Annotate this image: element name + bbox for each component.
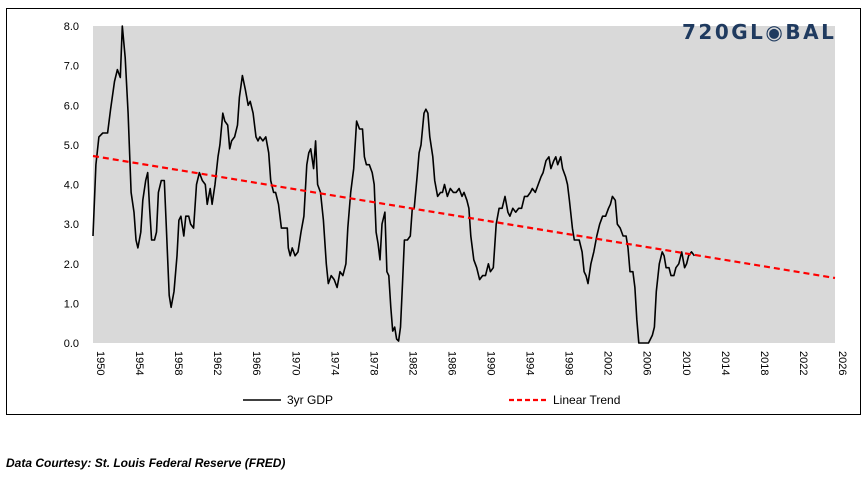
y-tick-label: 8.0 bbox=[64, 21, 79, 33]
y-tick-label: 0.0 bbox=[64, 338, 79, 350]
x-tick-label: 2026 bbox=[836, 351, 848, 375]
legend-label: 3yr GDP bbox=[287, 393, 333, 407]
x-tick-label: 1970 bbox=[289, 351, 301, 375]
y-tick-label: 7.0 bbox=[64, 61, 79, 73]
x-tick-label: 1978 bbox=[367, 351, 379, 375]
x-tick-label: 2018 bbox=[758, 351, 770, 375]
brand-logo: 720GL◉BAL bbox=[682, 20, 837, 44]
gdp-chart: 0.0 1.0 2.0 3.0 4.0 5.0 6.0 7.0 8.0 1950 1954 1958… bbox=[64, 21, 848, 407]
y-tick-label: 3.0 bbox=[64, 219, 79, 231]
x-tick-label: 1986 bbox=[445, 351, 457, 375]
x-tick-label: 1958 bbox=[172, 351, 184, 375]
x-tick-label: 1966 bbox=[250, 351, 262, 375]
y-tick-label: 6.0 bbox=[64, 100, 79, 112]
x-tick-label: 2006 bbox=[641, 351, 653, 375]
series-layer bbox=[92, 25, 836, 344]
x-tick-label: 1974 bbox=[328, 351, 340, 375]
x-tick-label: 2010 bbox=[680, 351, 692, 375]
x-tick-label: 1982 bbox=[406, 351, 418, 375]
y-tick-label: 2.0 bbox=[64, 259, 79, 271]
x-tick-label: 1950 bbox=[94, 351, 106, 375]
x-tick-label: 1998 bbox=[563, 351, 575, 375]
chart-frame: 0.0 1.0 2.0 3.0 4.0 5.0 6.0 7.0 8.0 1950 1954 1958… bbox=[6, 8, 861, 415]
source-note: Data Courtesy: St. Louis Federal Reserve… bbox=[6, 456, 286, 470]
x-axis-ticks: 1950 1954 1958 1962 1966 1970 1974 1978 1982 1986… bbox=[94, 351, 848, 375]
series-line bbox=[92, 25, 696, 344]
y-tick-label: 4.0 bbox=[64, 180, 79, 192]
y-tick-label: 1.0 bbox=[64, 298, 79, 310]
x-tick-label: 2014 bbox=[719, 351, 731, 375]
x-tick-label: 2002 bbox=[602, 351, 614, 375]
y-axis-ticks: 0.0 1.0 2.0 3.0 4.0 5.0 6.0 7.0 8.0 bbox=[64, 21, 79, 350]
legend: 3yr GDP Linear Trend bbox=[243, 393, 620, 407]
x-tick-label: 1990 bbox=[485, 351, 497, 375]
x-tick-label: 2022 bbox=[797, 351, 809, 375]
x-tick-label: 1954 bbox=[133, 351, 145, 375]
series-line bbox=[92, 154, 836, 280]
legend-label: Linear Trend bbox=[553, 393, 620, 407]
plot-background bbox=[93, 26, 835, 343]
x-tick-label: 1994 bbox=[524, 351, 536, 375]
y-tick-label: 5.0 bbox=[64, 140, 79, 152]
x-tick-label: 1962 bbox=[211, 351, 223, 375]
